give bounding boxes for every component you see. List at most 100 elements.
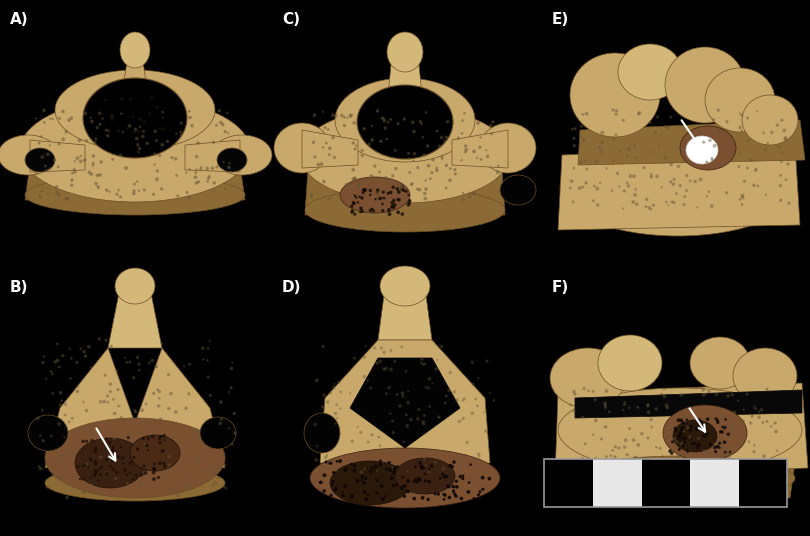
Point xyxy=(174,131,187,139)
Point xyxy=(575,122,588,131)
Point xyxy=(106,443,119,452)
Point xyxy=(132,127,145,136)
Point xyxy=(765,422,778,430)
Point xyxy=(365,430,378,439)
Point xyxy=(379,492,392,501)
Point xyxy=(356,207,369,215)
Point xyxy=(691,441,704,450)
Point xyxy=(46,389,59,398)
Point xyxy=(156,114,169,122)
Point xyxy=(706,155,718,164)
Point xyxy=(72,463,85,471)
Point xyxy=(644,118,657,127)
Point xyxy=(628,141,641,150)
Point xyxy=(131,354,144,362)
Point xyxy=(180,404,193,413)
Point xyxy=(317,403,330,411)
Point xyxy=(480,357,493,366)
Point xyxy=(407,127,420,136)
Point xyxy=(356,472,369,481)
Point xyxy=(422,495,435,504)
Point xyxy=(458,109,471,117)
Point xyxy=(590,184,603,193)
Point xyxy=(325,459,338,467)
Point xyxy=(100,186,113,195)
Point xyxy=(87,152,100,160)
Point xyxy=(459,147,472,156)
Point xyxy=(568,407,581,415)
Point xyxy=(718,423,731,432)
Point xyxy=(151,103,164,111)
Point xyxy=(432,413,445,421)
Point xyxy=(223,388,236,396)
Point xyxy=(680,420,693,428)
Point xyxy=(417,420,430,428)
Point xyxy=(359,185,372,194)
Point xyxy=(50,473,63,481)
Ellipse shape xyxy=(550,348,626,408)
Point xyxy=(115,413,128,422)
Point xyxy=(709,443,722,452)
Point xyxy=(674,461,687,470)
Point xyxy=(146,432,159,441)
Point xyxy=(129,125,142,133)
Point xyxy=(207,468,220,477)
Point xyxy=(387,203,400,211)
Point xyxy=(384,466,397,474)
Point xyxy=(633,109,646,117)
Point xyxy=(352,423,365,431)
Point xyxy=(317,107,330,116)
Point xyxy=(684,177,697,185)
Point xyxy=(594,178,607,187)
Point xyxy=(436,152,449,160)
Point xyxy=(734,123,747,132)
Point xyxy=(377,114,390,123)
Point xyxy=(565,473,578,481)
Point xyxy=(706,154,718,162)
Point xyxy=(76,487,89,496)
Point xyxy=(68,157,81,166)
Point xyxy=(183,360,196,368)
Point xyxy=(443,493,456,502)
Point xyxy=(83,454,96,463)
Point xyxy=(684,422,697,431)
Point xyxy=(121,471,134,479)
Point xyxy=(391,208,404,217)
Point xyxy=(676,419,689,427)
Point xyxy=(106,155,119,163)
Point xyxy=(54,474,67,482)
Point xyxy=(637,454,650,463)
Point xyxy=(78,488,91,497)
Point xyxy=(659,122,671,131)
Polygon shape xyxy=(320,340,490,468)
Point xyxy=(374,457,387,465)
Point xyxy=(476,473,489,482)
Point xyxy=(599,401,612,410)
Point xyxy=(219,127,232,136)
Point xyxy=(719,415,732,423)
Point xyxy=(347,199,360,208)
Point xyxy=(207,481,220,489)
Point xyxy=(324,389,337,397)
Point xyxy=(674,436,687,445)
Point xyxy=(425,462,438,471)
Point xyxy=(49,358,62,366)
Ellipse shape xyxy=(357,85,453,159)
Point xyxy=(150,363,163,371)
Point xyxy=(701,461,714,470)
Point xyxy=(191,456,204,464)
Point xyxy=(429,458,442,466)
Ellipse shape xyxy=(45,418,225,498)
Point xyxy=(603,407,616,416)
Point xyxy=(153,124,166,133)
Point xyxy=(66,414,79,423)
Point xyxy=(664,177,677,186)
Point xyxy=(708,440,721,448)
Point xyxy=(128,180,141,188)
Point xyxy=(149,127,162,136)
Point xyxy=(183,193,196,202)
Point xyxy=(363,140,376,148)
Point xyxy=(716,412,729,420)
Point xyxy=(121,358,134,367)
Point xyxy=(121,125,134,133)
